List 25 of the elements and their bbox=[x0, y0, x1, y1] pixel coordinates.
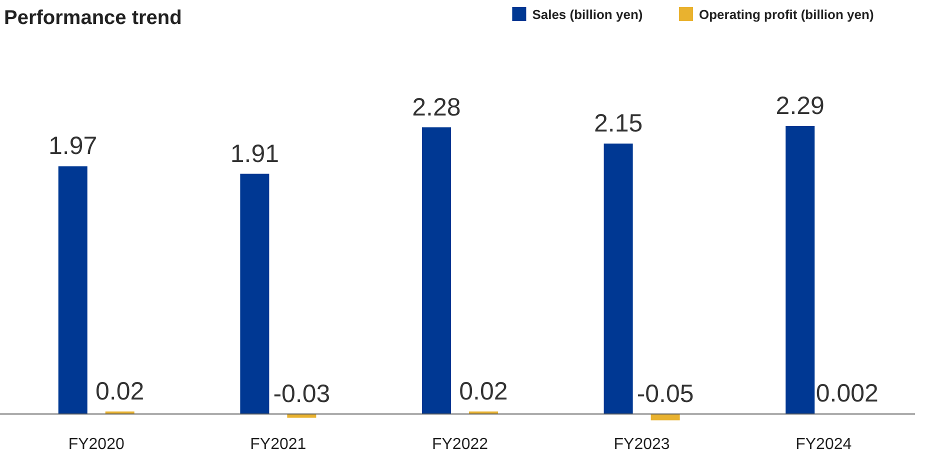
data-label: 0.02 bbox=[459, 377, 508, 406]
bar bbox=[650, 414, 680, 420]
data-label: 0.02 bbox=[96, 377, 144, 406]
legend-label: Operating profit (billion yen) bbox=[699, 7, 874, 22]
bar bbox=[786, 126, 815, 414]
data-label: -0.05 bbox=[636, 380, 694, 408]
x-tick-label: FY2022 bbox=[432, 436, 488, 453]
legend-label: Sales (billion yen) bbox=[532, 7, 643, 22]
bar bbox=[422, 127, 451, 414]
x-tick-label: FY2021 bbox=[250, 436, 306, 453]
data-label: 2.28 bbox=[412, 93, 461, 122]
data-label: 2.29 bbox=[776, 92, 824, 120]
data-label: 1.97 bbox=[48, 132, 98, 160]
bar bbox=[287, 414, 316, 418]
bar bbox=[604, 144, 633, 414]
bar bbox=[240, 174, 270, 414]
bar bbox=[58, 166, 88, 414]
x-tick-label: FY2020 bbox=[68, 436, 124, 453]
data-label: 1.91 bbox=[230, 140, 280, 168]
data-label: 2.15 bbox=[594, 110, 643, 138]
data-label: 0.002 bbox=[816, 380, 878, 408]
data-label: -0.03 bbox=[273, 380, 330, 408]
x-tick-label: FY2024 bbox=[796, 436, 852, 453]
chart-title: Performance trend bbox=[4, 7, 182, 29]
x-tick-label: FY2023 bbox=[614, 436, 670, 453]
